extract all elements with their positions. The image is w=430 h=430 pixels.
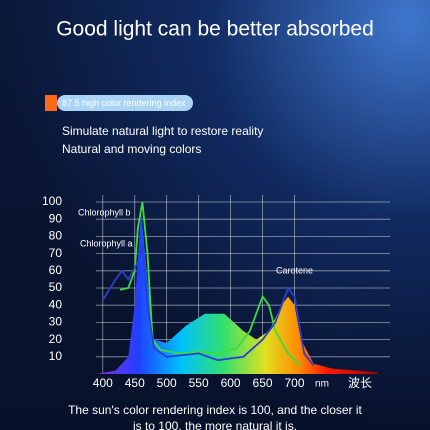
y-tick-label: 80 (49, 229, 63, 243)
badge-text: 87.5 high color rendering index (62, 98, 186, 108)
title: Good light can be better absorbed (56, 18, 374, 41)
series-label: Chlorophyll b (78, 207, 131, 217)
x-unit: nm (315, 379, 329, 390)
annotation: Carotene (276, 265, 313, 275)
y-tick-label: 100 (42, 194, 62, 208)
caption: The sun's color rendering index is 100, … (68, 403, 362, 417)
subtitle: Simulate natural light to restore realit… (62, 124, 263, 138)
x-tick-label: 400 (93, 376, 113, 390)
y-tick-label: 90 (49, 211, 63, 225)
badge-bg (57, 95, 193, 111)
caption: is to 100, the more natural it is. (133, 419, 297, 430)
x-tick-label: 550 (189, 376, 209, 390)
series-line (102, 244, 315, 366)
series-label: Chlorophyll a (80, 238, 133, 248)
y-tick-label: 40 (49, 297, 63, 311)
x-tick-label: 450 (125, 376, 145, 390)
spectrum-area (96, 210, 378, 374)
badge-icon (45, 95, 57, 111)
y-tick-label: 70 (49, 246, 63, 260)
y-tick-label: 60 (49, 263, 63, 277)
x-axis-label: 波长 (348, 376, 372, 390)
y-tick-label: 10 (49, 349, 63, 363)
subtitle: Natural and moving colors (62, 142, 201, 156)
chart: 10 20 30 40 50 60 70 80 90 100 400 450 500 550 600 650 7… (42, 194, 390, 390)
x-tick-label: 600 (221, 376, 241, 390)
series-line (119, 201, 302, 367)
x-tick-label: 500 (157, 376, 177, 390)
y-tick-label: 50 (49, 280, 63, 294)
x-tick-label: 650 (253, 376, 273, 390)
x-tick-label: 700 (285, 376, 305, 390)
y-tick-label: 20 (49, 332, 63, 346)
y-tick-label: 30 (49, 315, 63, 329)
